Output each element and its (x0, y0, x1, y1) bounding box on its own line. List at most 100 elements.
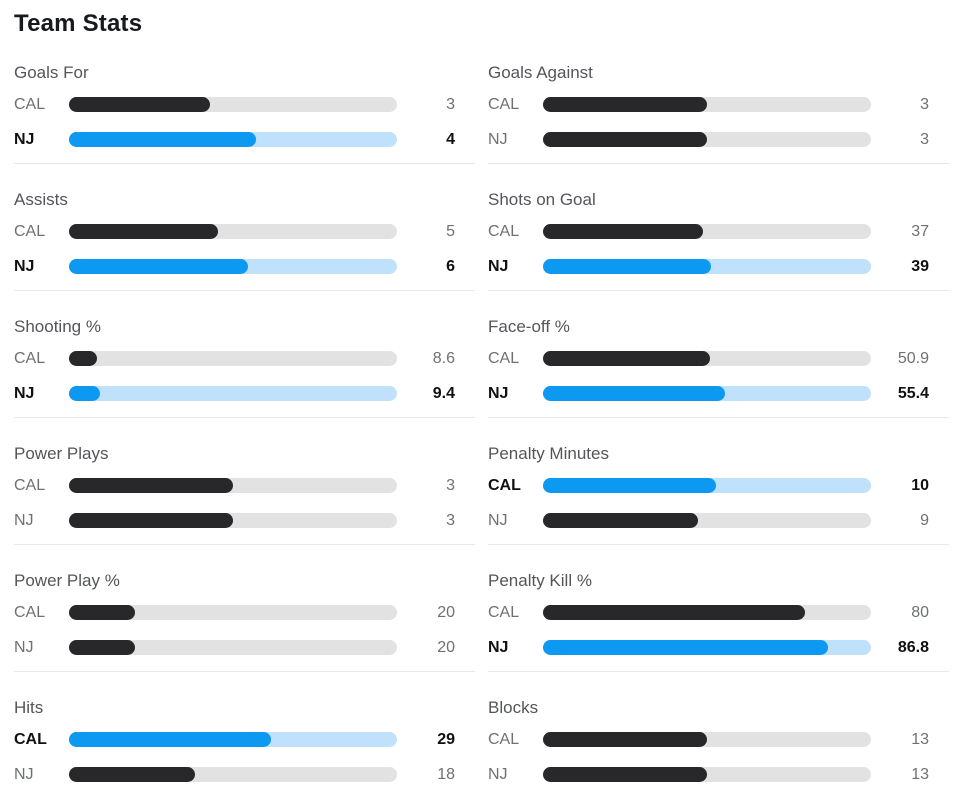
stat-group-title: Penalty Kill % (488, 571, 592, 590)
stat-rows: CAL 3 NJ 3 (14, 468, 475, 538)
stat-bar-fill (69, 478, 233, 493)
stat-row: CAL 3 (488, 87, 949, 122)
stat-group: Penalty Kill % CAL 80 NJ 86.8 (488, 570, 949, 672)
stat-row: CAL 3 (14, 468, 475, 503)
stat-row: NJ 6 (14, 249, 475, 284)
stat-bar-track (543, 513, 871, 528)
stat-rows: CAL 20 NJ 20 (14, 595, 475, 665)
stat-group: Power Plays CAL 3 NJ 3 (14, 443, 475, 545)
stat-value: 3 (920, 130, 929, 148)
team-label: CAL (488, 95, 520, 113)
stat-value: 9.4 (432, 384, 455, 402)
team-label: CAL (14, 730, 47, 748)
stat-value: 4 (446, 130, 455, 148)
stat-bar-track (543, 767, 871, 782)
stat-row: CAL 29 (14, 722, 475, 757)
stat-value: 3 (446, 511, 455, 529)
stat-group-title: Shooting % (14, 317, 101, 336)
stat-bar-track (69, 513, 397, 528)
stat-bar-track (543, 732, 871, 747)
stat-bar-fill (69, 132, 257, 147)
stat-group-title: Face-off % (488, 317, 570, 336)
stat-group-title: Goals Against (488, 63, 593, 82)
stat-bar-fill (543, 767, 707, 782)
stat-value: 55.4 (897, 384, 929, 402)
stat-bar-fill (543, 640, 828, 655)
stat-group-title: Shots on Goal (488, 190, 596, 209)
stat-group-title: Blocks (488, 698, 539, 717)
stat-bar-track (69, 351, 397, 366)
stat-bar-track (543, 132, 871, 147)
stat-group-title: Power Plays (14, 444, 109, 463)
stat-value: 39 (911, 257, 929, 275)
team-label: NJ (488, 257, 509, 275)
stat-bar-track (69, 605, 397, 620)
team-label: CAL (14, 603, 46, 621)
stat-group: Shots on Goal CAL 37 NJ 39 (488, 189, 949, 291)
stat-row: CAL 3 (14, 87, 475, 122)
stat-bar-fill (69, 351, 98, 366)
stat-bar-track (543, 351, 871, 366)
stat-row: NJ 20 (14, 630, 475, 665)
stat-group-title: Goals For (14, 63, 89, 82)
stat-group: Assists CAL 5 NJ 6 (14, 189, 475, 291)
team-label: NJ (488, 765, 508, 783)
stat-row: CAL 8.6 (14, 341, 475, 376)
stat-value: 50.9 (897, 349, 929, 367)
stat-rows: CAL 8.6 NJ 9.4 (14, 341, 475, 411)
stat-bar-fill (543, 97, 707, 112)
stat-bar-track (69, 132, 397, 147)
stat-bar-fill (69, 640, 135, 655)
stat-group: Goals For CAL 3 NJ 4 (14, 62, 475, 164)
stat-value: 86.8 (897, 638, 929, 656)
team-label: NJ (14, 257, 35, 275)
stat-bar-fill (543, 351, 710, 366)
stat-rows: CAL 3 NJ 3 (488, 87, 949, 157)
stat-group-title: Power Play % (14, 571, 120, 590)
stat-row: CAL 20 (14, 595, 475, 630)
stat-value: 10 (911, 476, 929, 494)
stat-bar-fill (543, 478, 716, 493)
page-title: Team Stats (14, 10, 143, 37)
stat-rows: CAL 50.9 NJ 55.4 (488, 341, 949, 411)
stat-rows: CAL 29 NJ 18 (14, 722, 475, 792)
stat-bar-track (69, 478, 397, 493)
stat-group: Face-off % CAL 50.9 NJ 55.4 (488, 316, 949, 418)
stat-row: NJ 86.8 (488, 630, 949, 665)
stat-value: 80 (911, 603, 929, 621)
stat-group: Hits CAL 29 NJ 18 (14, 697, 475, 798)
team-label: CAL (488, 222, 520, 240)
stat-row: NJ 13 (488, 757, 949, 792)
stat-value: 37 (911, 222, 929, 240)
team-label: NJ (14, 130, 35, 148)
stat-value: 20 (437, 638, 455, 656)
stat-bar-track (543, 224, 871, 239)
stat-bar-track (543, 605, 871, 620)
stat-group: Power Play % CAL 20 NJ 20 (14, 570, 475, 672)
stat-value: 8.6 (432, 349, 455, 367)
stat-group-title: Assists (14, 190, 68, 209)
stat-group: Shooting % CAL 8.6 NJ 9.4 (14, 316, 475, 418)
team-label: CAL (488, 603, 520, 621)
stat-bar-fill (543, 386, 725, 401)
stat-row: NJ 3 (14, 503, 475, 538)
stat-value: 18 (437, 765, 455, 783)
stat-row: NJ 55.4 (488, 376, 949, 411)
stat-bar-track (543, 478, 871, 493)
stat-rows: CAL 10 NJ 9 (488, 468, 949, 538)
stat-bar-track (543, 259, 871, 274)
stat-bar-track (69, 97, 397, 112)
stat-row: NJ 4 (14, 122, 475, 157)
stat-bar-track (69, 767, 397, 782)
stat-row: CAL 80 (488, 595, 949, 630)
stat-bar-track (69, 640, 397, 655)
team-label: NJ (488, 130, 508, 148)
stat-bar-fill (69, 224, 219, 239)
stat-bar-track (69, 386, 397, 401)
stat-bar-track (69, 224, 397, 239)
stat-bar-fill (69, 767, 195, 782)
team-label: CAL (14, 349, 46, 367)
team-label: CAL (488, 476, 521, 494)
stat-bar-fill (543, 513, 699, 528)
